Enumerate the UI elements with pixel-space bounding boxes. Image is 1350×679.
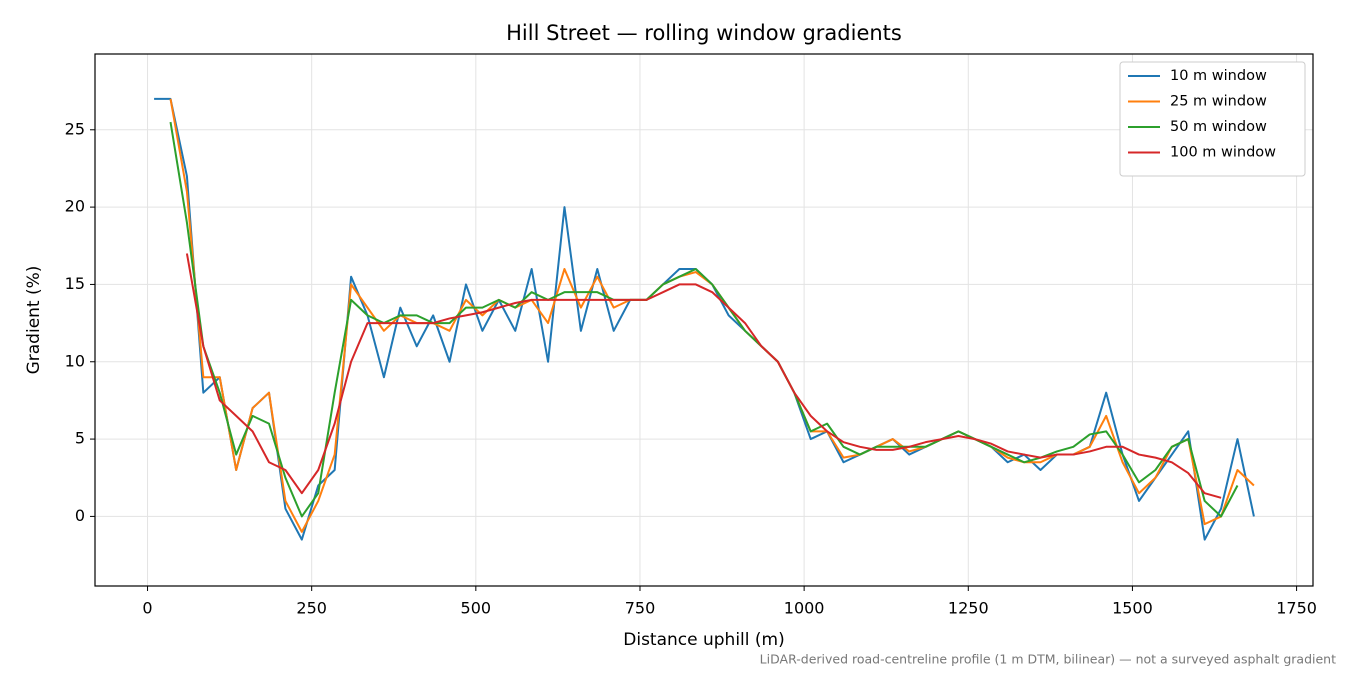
x-tick-label: 750	[625, 599, 656, 618]
axes-frame	[94, 53, 1314, 587]
legend-label: 25 m window	[1170, 94, 1267, 110]
x-tick-label: 250	[296, 599, 327, 618]
x-tick-label: 1000	[784, 599, 825, 618]
chart-title: Hill Street — rolling window gradients	[506, 21, 902, 45]
y-tick-label: 25	[65, 119, 85, 138]
legend-label: 10 m window	[1170, 68, 1267, 84]
x-tick-label: 1750	[1276, 599, 1317, 618]
y-axis-label: Gradient (%)	[24, 266, 44, 375]
y-tick-label: 10	[65, 351, 85, 370]
y-tick-label: 20	[65, 197, 85, 216]
y-tick-label: 0	[75, 506, 85, 525]
legend-label: 100 m window	[1170, 145, 1276, 161]
legend: 10 m window 25 m window 50 m window 100 m w…	[1119, 61, 1306, 177]
x-axis-label: Distance uphill (m)	[623, 630, 784, 650]
x-tick-label: 500	[461, 599, 492, 618]
series-line	[169, 121, 1239, 518]
x-tick-label: 0	[142, 599, 152, 618]
x-tick-label: 1250	[948, 599, 989, 618]
legend-label: 50 m window	[1170, 119, 1267, 135]
y-tick-label: 15	[65, 274, 85, 293]
series-line	[185, 253, 1222, 499]
plot-lines	[154, 97, 1255, 541]
legend-box	[1119, 61, 1306, 177]
footnote: LiDAR-derived road-centreline profile (1…	[760, 652, 1336, 667]
x-tick-label: 1500	[1112, 599, 1153, 618]
y-tick-label: 5	[75, 429, 85, 448]
